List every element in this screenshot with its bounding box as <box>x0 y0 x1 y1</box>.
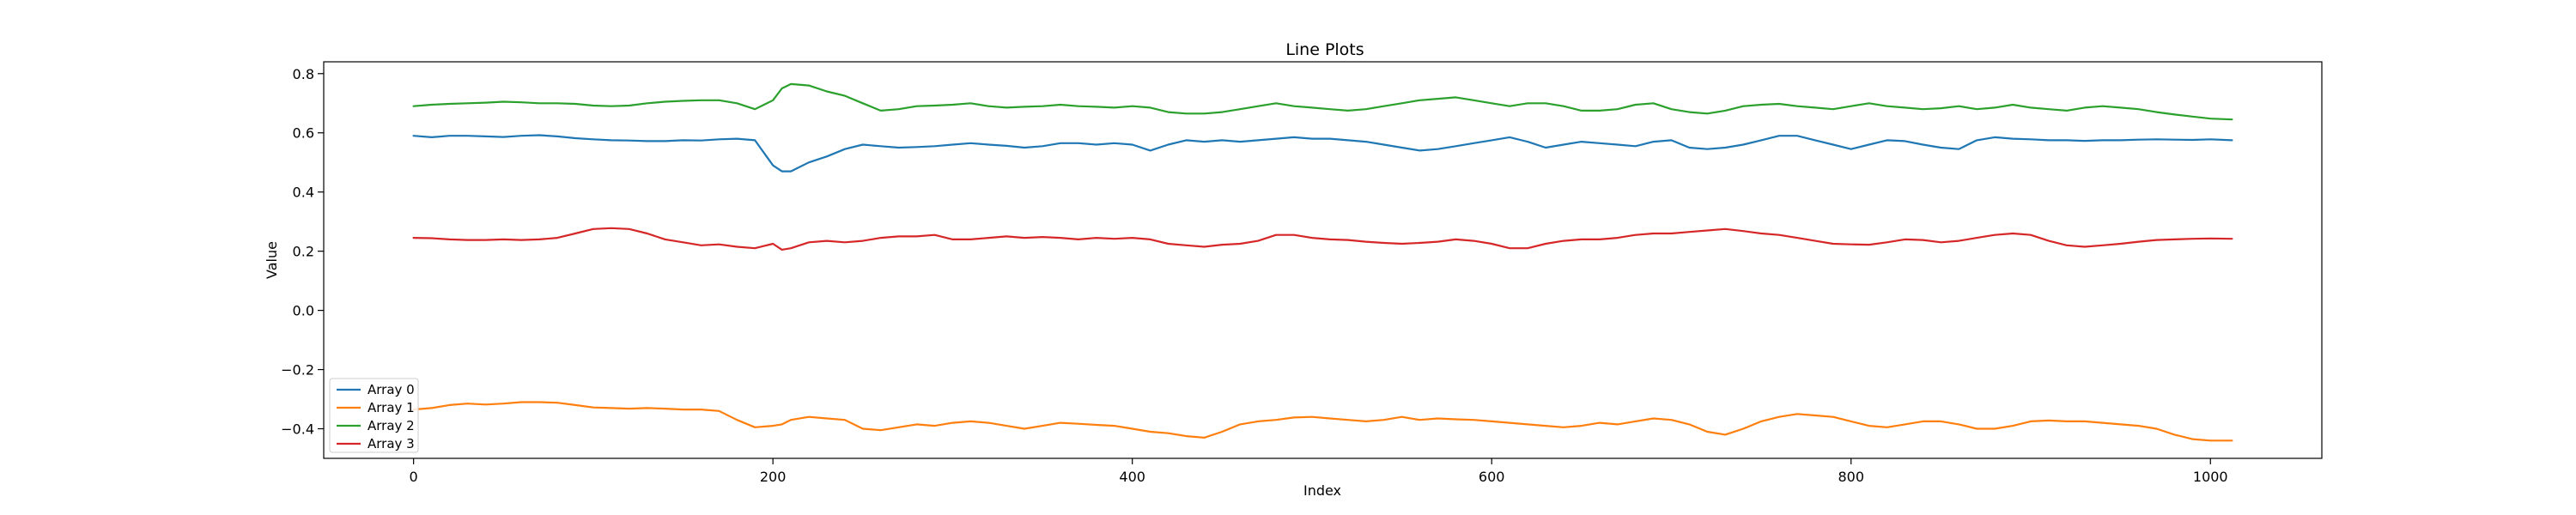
y-tick-label: 0.8 <box>293 66 314 82</box>
y-tick-label: 0.4 <box>293 185 314 201</box>
legend-label: Array 3 <box>368 436 415 451</box>
series-layer <box>412 82 2233 442</box>
x-tick-label: 200 <box>760 469 787 485</box>
plot-area <box>323 61 2323 459</box>
x-tick-label: 0 <box>410 469 418 485</box>
y-axis-label: Value <box>264 241 280 279</box>
legend-label: Array 0 <box>368 382 415 397</box>
legend-items: Array 0 Array 1 Array 2 Array 3 <box>337 382 415 451</box>
legend-box <box>329 378 419 453</box>
x-tick-label: 600 <box>1479 469 1505 485</box>
legend-label: Array 1 <box>368 400 415 415</box>
chart-title: Line Plots <box>1285 40 1364 59</box>
legend-label: Array 2 <box>368 418 415 433</box>
series-line-array-1 <box>412 401 2233 442</box>
y-tick-label: 0.6 <box>293 125 314 142</box>
series-line-array-3 <box>412 227 2233 251</box>
y-tick-label: 0.2 <box>293 244 314 260</box>
series-line-array-0 <box>412 134 2233 173</box>
series-line-array-2 <box>412 82 2233 121</box>
y-tick-label: 0.0 <box>293 303 314 319</box>
x-axis-label: Index <box>1303 482 1341 499</box>
y-tick-label: −0.2 <box>281 362 314 379</box>
legend: Array 0 Array 1 Array 2 Array 3 <box>329 378 419 453</box>
x-tick-label: 1000 <box>2193 469 2228 485</box>
x-tick-label: 400 <box>1119 469 1145 485</box>
x-axis: 0 200 400 600 800 1000 <box>410 458 2228 485</box>
y-tick-label: −0.4 <box>281 421 314 438</box>
y-axis: −0.4 −0.2 0.0 0.2 0.4 0.6 0.8 <box>281 66 324 438</box>
x-tick-label: 800 <box>1838 469 1864 485</box>
plot-frame <box>323 61 2323 459</box>
